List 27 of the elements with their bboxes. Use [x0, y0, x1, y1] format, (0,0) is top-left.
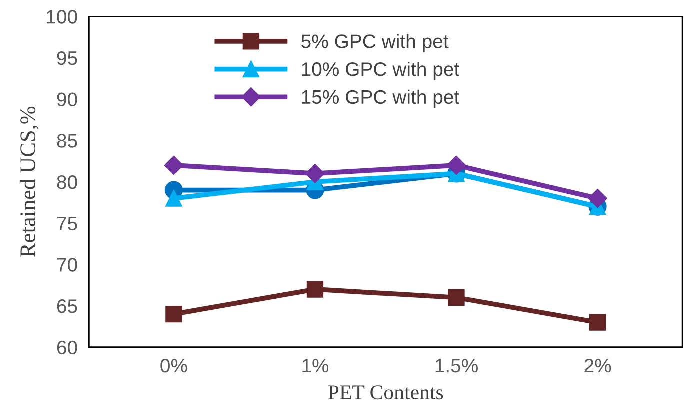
x-tick-label: 1% [302, 359, 329, 373]
x-tick-label: 2% [584, 358, 612, 373]
y-tick-label: 90 [57, 92, 78, 107]
point [589, 314, 606, 331]
point [166, 190, 182, 207]
point [166, 306, 182, 323]
y-tick-label: 85 [57, 134, 78, 148]
legend-label: 15% GPC with pet [302, 90, 460, 108]
y-tick-label: 75 [57, 217, 78, 231]
point [448, 289, 465, 306]
y-tick-label: 100 [47, 10, 78, 24]
y-tick-label: 80 [57, 175, 78, 190]
y-tick-label: 95 [57, 51, 78, 66]
y-axis-title: Retained UCS,% [20, 106, 39, 258]
y-tick-label: 70 [57, 258, 78, 272]
legend-label: 10% GPC with pet [302, 62, 460, 80]
x-tick-label: 0% [160, 358, 188, 373]
point [588, 189, 608, 208]
x-tick-label: 1.5% [436, 359, 478, 373]
x-axis-title: PET Contents [328, 386, 444, 400]
y-tick-label: 65 [57, 299, 78, 314]
point [164, 156, 184, 175]
point [446, 156, 466, 175]
point [306, 164, 325, 184]
y-tick-label: 60 [57, 340, 78, 355]
legend-label: 5% GPC with pet [302, 34, 449, 52]
point [306, 281, 324, 298]
